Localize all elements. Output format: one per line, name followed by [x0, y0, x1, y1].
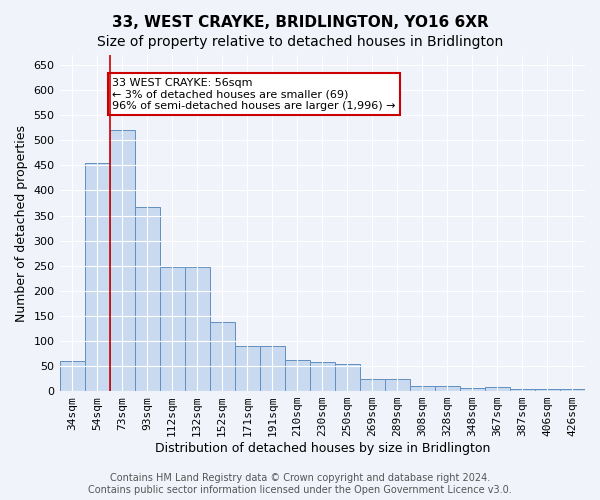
Bar	[310, 362, 335, 391]
Bar	[134, 207, 160, 391]
Bar	[485, 387, 510, 391]
Bar	[209, 322, 235, 391]
Bar	[560, 389, 585, 391]
Bar	[110, 130, 134, 391]
Bar	[185, 267, 209, 391]
Bar	[460, 388, 485, 391]
Text: Contains HM Land Registry data © Crown copyright and database right 2024.
Contai: Contains HM Land Registry data © Crown c…	[88, 474, 512, 495]
Text: 33 WEST CRAYKE: 56sqm
← 3% of detached houses are smaller (69)
96% of semi-detac: 33 WEST CRAYKE: 56sqm ← 3% of detached h…	[112, 78, 395, 111]
X-axis label: Distribution of detached houses by size in Bridlington: Distribution of detached houses by size …	[155, 442, 490, 455]
Bar	[85, 163, 110, 391]
Y-axis label: Number of detached properties: Number of detached properties	[15, 124, 28, 322]
Bar	[285, 360, 310, 391]
Text: 33, WEST CRAYKE, BRIDLINGTON, YO16 6XR: 33, WEST CRAYKE, BRIDLINGTON, YO16 6XR	[112, 15, 488, 30]
Bar	[535, 389, 560, 391]
Bar	[235, 346, 260, 391]
Bar	[360, 378, 385, 391]
Bar	[510, 388, 535, 391]
Bar	[335, 364, 360, 391]
Text: Size of property relative to detached houses in Bridlington: Size of property relative to detached ho…	[97, 35, 503, 49]
Bar	[160, 267, 185, 391]
Bar	[435, 386, 460, 391]
Bar	[385, 378, 410, 391]
Bar	[260, 346, 285, 391]
Bar	[59, 361, 85, 391]
Bar	[410, 386, 435, 391]
